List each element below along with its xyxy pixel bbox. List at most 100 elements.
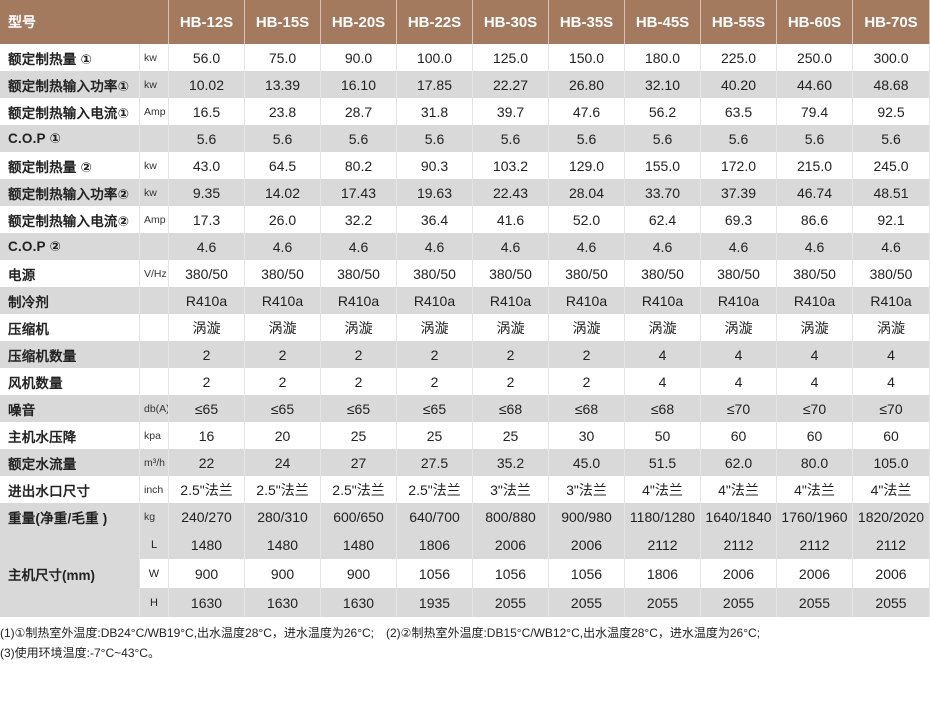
- spec-row: C.O.P ① 5.6 5.6 5.6 5.6 5.6 5.6 5.6 5.6 5.6 5.6: [0, 125, 930, 152]
- spec-cell: 33.70: [625, 179, 701, 206]
- dimension-cell: 2006: [473, 530, 549, 559]
- spec-cell: 90.0: [321, 44, 397, 71]
- spec-cell: 22.43: [473, 179, 549, 206]
- spec-cell: 5.6: [777, 125, 853, 152]
- spec-cell: 250.0: [777, 44, 853, 71]
- spec-cell: 1820/2020: [853, 503, 930, 530]
- spec-cell: 3"法兰: [473, 476, 549, 503]
- spec-cell: 4.6: [625, 233, 701, 260]
- spec-cell: 56.0: [169, 44, 245, 71]
- spec-row: 额定制热输入电流① Amp 16.5 23.8 28.7 31.8 39.7 47.6 56.2…: [0, 98, 930, 125]
- model-header: HB-60S: [777, 0, 853, 44]
- spec-row-label: 重量(净重/毛重 ): [0, 503, 140, 530]
- spec-cell: 4.6: [321, 233, 397, 260]
- spec-cell: 24: [245, 449, 321, 476]
- spec-cell: 103.2: [473, 152, 549, 179]
- dimension-cell: 2112: [701, 530, 777, 559]
- spec-cell: 2: [321, 368, 397, 395]
- spec-cell: 100.0: [397, 44, 473, 71]
- spec-row-unit: kg: [140, 503, 169, 530]
- dimension-cell: 2055: [549, 588, 625, 617]
- spec-cell: 涡漩: [397, 314, 473, 341]
- spec-row: 额定水流量 m³/h 22 24 27 27.5 35.2 45.0 51.5 62.0 80.0 1…: [0, 449, 930, 476]
- spec-row-unit: kw: [140, 44, 169, 71]
- spec-row-label: 额定制热输入电流②: [0, 206, 140, 233]
- spec-cell: 2.5"法兰: [245, 476, 321, 503]
- spec-cell: R410a: [473, 287, 549, 314]
- spec-cell: 63.5: [701, 98, 777, 125]
- spec-cell: ≤65: [397, 395, 473, 422]
- spec-cell: 215.0: [777, 152, 853, 179]
- dimension-cell: 1630: [321, 588, 397, 617]
- spec-cell: 64.5: [245, 152, 321, 179]
- spec-cell: 4.6: [701, 233, 777, 260]
- dimension-cell: 2006: [853, 559, 930, 588]
- spec-cell: 35.2: [473, 449, 549, 476]
- spec-cell: 150.0: [549, 44, 625, 71]
- spec-cell: 1640/1840: [701, 503, 777, 530]
- spec-cell: 27.5: [397, 449, 473, 476]
- model-header: HB-12S: [169, 0, 245, 44]
- spec-row-label: 额定水流量: [0, 449, 140, 476]
- spec-cell: 2: [397, 368, 473, 395]
- spec-cell: 2: [473, 341, 549, 368]
- spec-row-unit: [140, 287, 169, 314]
- spec-cell: 4.6: [853, 233, 930, 260]
- spec-cell: 129.0: [549, 152, 625, 179]
- spec-row-unit: [140, 233, 169, 260]
- spec-cell: R410a: [169, 287, 245, 314]
- spec-cell: 46.74: [777, 179, 853, 206]
- spec-cell: 4.6: [397, 233, 473, 260]
- dimension-cell: 1630: [169, 588, 245, 617]
- spec-cell: 80.0: [777, 449, 853, 476]
- spec-cell: 25: [321, 422, 397, 449]
- spec-cell: R410a: [853, 287, 930, 314]
- spec-cell: 32.2: [321, 206, 397, 233]
- spec-row-unit: V/Hz: [140, 260, 169, 287]
- spec-cell: 涡漩: [169, 314, 245, 341]
- spec-cell: 245.0: [853, 152, 930, 179]
- spec-row-label: 主机水压降: [0, 422, 140, 449]
- spec-cell: 23.8: [245, 98, 321, 125]
- spec-cell: 4: [625, 368, 701, 395]
- spec-cell: 28.7: [321, 98, 397, 125]
- spec-cell: 25: [473, 422, 549, 449]
- spec-cell: 2: [169, 368, 245, 395]
- model-header-label: 型号: [0, 0, 169, 44]
- spec-cell: 26.0: [245, 206, 321, 233]
- spec-cell: 3"法兰: [549, 476, 625, 503]
- spec-cell: 47.6: [549, 98, 625, 125]
- dimension-unit: H: [140, 588, 169, 617]
- spec-table: 型号 HB-12S HB-15S HB-20S HB-22S HB-30S HB…: [0, 0, 930, 617]
- dimension-cell: 1630: [245, 588, 321, 617]
- model-header: HB-30S: [473, 0, 549, 44]
- spec-cell: 2: [397, 341, 473, 368]
- dimension-cell: 2112: [853, 530, 930, 559]
- dimension-cell: 2006: [777, 559, 853, 588]
- spec-cell: 16.5: [169, 98, 245, 125]
- spec-cell: 22.27: [473, 71, 549, 98]
- spec-cell: 600/650: [321, 503, 397, 530]
- dimension-cell: 1806: [625, 559, 701, 588]
- dimension-cell: 2055: [777, 588, 853, 617]
- spec-row-unit: inch: [140, 476, 169, 503]
- spec-cell: 4"法兰: [701, 476, 777, 503]
- note-3: (3)使用环境温度:-7°C~43°C。: [0, 646, 160, 660]
- spec-cell: 79.4: [777, 98, 853, 125]
- spec-cell: 380/50: [853, 260, 930, 287]
- dimension-cell: 1056: [473, 559, 549, 588]
- spec-cell: 31.8: [397, 98, 473, 125]
- spec-cell: R410a: [321, 287, 397, 314]
- spec-row: C.O.P ② 4.6 4.6 4.6 4.6 4.6 4.6 4.6 4.6 4.6 4.6: [0, 233, 930, 260]
- spec-cell: 1760/1960: [777, 503, 853, 530]
- dimension-cell: 2112: [625, 530, 701, 559]
- spec-cell: R410a: [625, 287, 701, 314]
- spec-cell: 2: [321, 341, 397, 368]
- note-2: (2)②制热室外温度:DB15°C/WB12°C,出水温度28°C，进水温度为2…: [386, 626, 761, 640]
- spec-cell: 9.35: [169, 179, 245, 206]
- dimension-cell: 1056: [397, 559, 473, 588]
- spec-row-unit: Amp: [140, 98, 169, 125]
- spec-cell: 4"法兰: [625, 476, 701, 503]
- dimension-cell: 2006: [701, 559, 777, 588]
- spec-row-label: C.O.P ②: [0, 233, 140, 260]
